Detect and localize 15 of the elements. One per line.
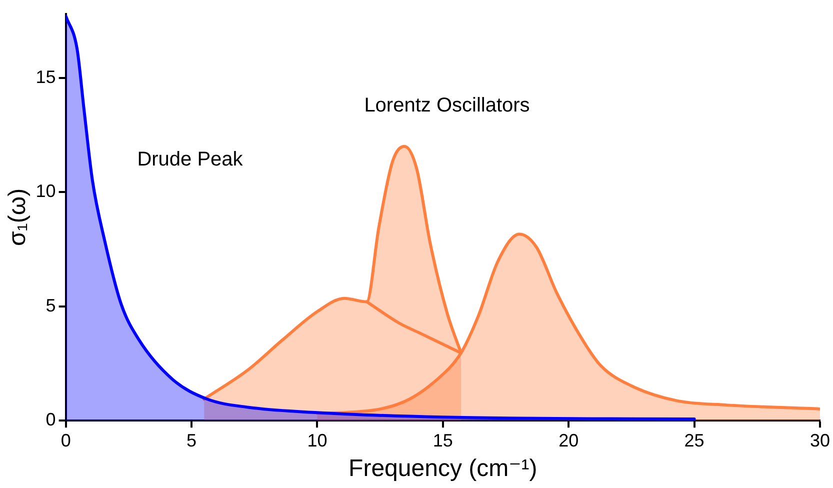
x-tick-label: 10 bbox=[307, 430, 328, 450]
x-tick-label: 30 bbox=[810, 430, 830, 450]
y-tick-label: 15 bbox=[36, 66, 56, 87]
y-tick-label: 5 bbox=[46, 295, 56, 316]
x-tick-label: 20 bbox=[558, 430, 579, 450]
x-tick-label: 0 bbox=[60, 430, 71, 450]
annotation: Drude Peak bbox=[137, 148, 244, 171]
y-axis-title: σ₁(ω) bbox=[4, 188, 32, 246]
annotation: Lorentz Oscillators bbox=[364, 94, 530, 117]
x-tick-label: 15 bbox=[432, 430, 453, 450]
x-axis-title: Frequency (cm⁻¹) bbox=[348, 455, 538, 482]
y-tick-label: 10 bbox=[36, 181, 56, 202]
y-tick-label: 0 bbox=[46, 410, 56, 430]
x-tick-label: 5 bbox=[186, 430, 197, 450]
x-tick-label: 25 bbox=[684, 430, 704, 450]
